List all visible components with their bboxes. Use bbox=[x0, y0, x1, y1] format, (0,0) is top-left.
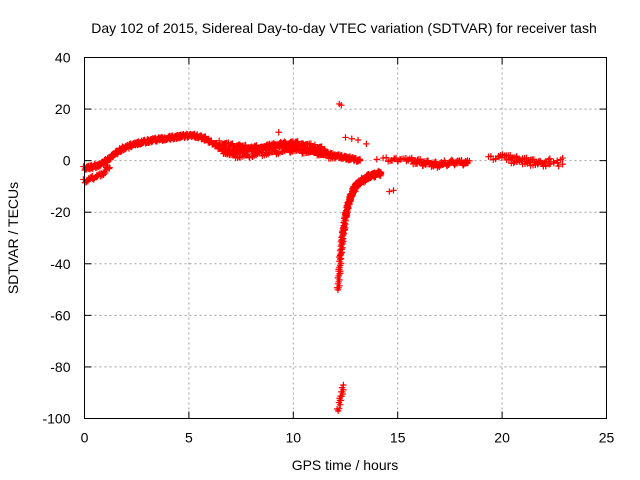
data-point bbox=[510, 159, 517, 167]
data-point bbox=[466, 157, 473, 165]
data-point bbox=[311, 141, 319, 148]
data-point bbox=[363, 140, 370, 148]
data-point bbox=[348, 135, 355, 142]
data-point bbox=[230, 150, 237, 158]
data-point bbox=[311, 148, 319, 155]
y-tick-label: -100 bbox=[42, 411, 70, 427]
data-point bbox=[356, 157, 364, 164]
data-point bbox=[336, 405, 343, 412]
y-tick-label: -40 bbox=[50, 256, 70, 272]
y-tick-labels: 40 20 0 -20 -40 -60 -80 -100 bbox=[42, 50, 70, 427]
x-tick-label: 5 bbox=[185, 430, 193, 446]
data-point bbox=[554, 159, 561, 166]
data-point bbox=[559, 161, 566, 168]
data-point bbox=[281, 138, 288, 145]
data-point bbox=[331, 154, 339, 162]
y-tick-label: 20 bbox=[55, 101, 71, 117]
data-point bbox=[390, 187, 397, 194]
data-point bbox=[354, 136, 362, 144]
x-tick-label: 0 bbox=[81, 430, 89, 446]
data-point bbox=[408, 156, 415, 164]
data-point bbox=[321, 145, 328, 153]
data-point bbox=[377, 170, 385, 177]
data-point bbox=[518, 157, 525, 165]
x-tick-labels: 0 5 10 15 20 25 bbox=[81, 430, 615, 446]
data-point bbox=[417, 158, 425, 166]
x-tick-label: 20 bbox=[494, 430, 510, 446]
data-point bbox=[542, 162, 549, 169]
y-axis-title: SDTVAR / TECUs bbox=[5, 182, 21, 294]
data-point bbox=[106, 164, 113, 171]
y-tick-label: -20 bbox=[50, 204, 70, 220]
data-point bbox=[526, 159, 533, 166]
data-point bbox=[296, 146, 304, 153]
data-point bbox=[215, 137, 223, 144]
plot-frame bbox=[84, 57, 607, 419]
data-point bbox=[342, 134, 349, 141]
data-point bbox=[442, 159, 449, 166]
data-points bbox=[80, 100, 566, 415]
data-point bbox=[373, 156, 381, 163]
data-point bbox=[271, 147, 278, 154]
data-point bbox=[534, 161, 541, 168]
data-point bbox=[386, 188, 393, 195]
y-tick-label: 40 bbox=[55, 50, 71, 66]
chart-title: Day 102 of 2015, Sidereal Day-to-day VTE… bbox=[91, 20, 597, 36]
x-tick-label: 25 bbox=[599, 430, 615, 446]
data-point bbox=[555, 162, 562, 170]
data-point bbox=[307, 140, 315, 147]
data-point bbox=[218, 145, 226, 153]
data-point bbox=[100, 168, 108, 175]
data-point bbox=[487, 152, 495, 160]
data-point bbox=[505, 156, 513, 163]
data-point bbox=[537, 159, 545, 166]
data-point bbox=[559, 154, 566, 162]
x-tick-label: 15 bbox=[390, 430, 406, 446]
data-point bbox=[383, 154, 390, 161]
data-point bbox=[392, 154, 400, 162]
data-point bbox=[275, 129, 282, 136]
data-point bbox=[338, 102, 345, 109]
y-tick-label: -60 bbox=[50, 307, 70, 323]
x-tick-label: 10 bbox=[286, 430, 302, 446]
x-axis-title: GPS time / hours bbox=[292, 457, 399, 473]
y-tick-label: -80 bbox=[50, 359, 70, 375]
data-point bbox=[340, 381, 347, 389]
y-tick-label: 0 bbox=[63, 153, 71, 169]
